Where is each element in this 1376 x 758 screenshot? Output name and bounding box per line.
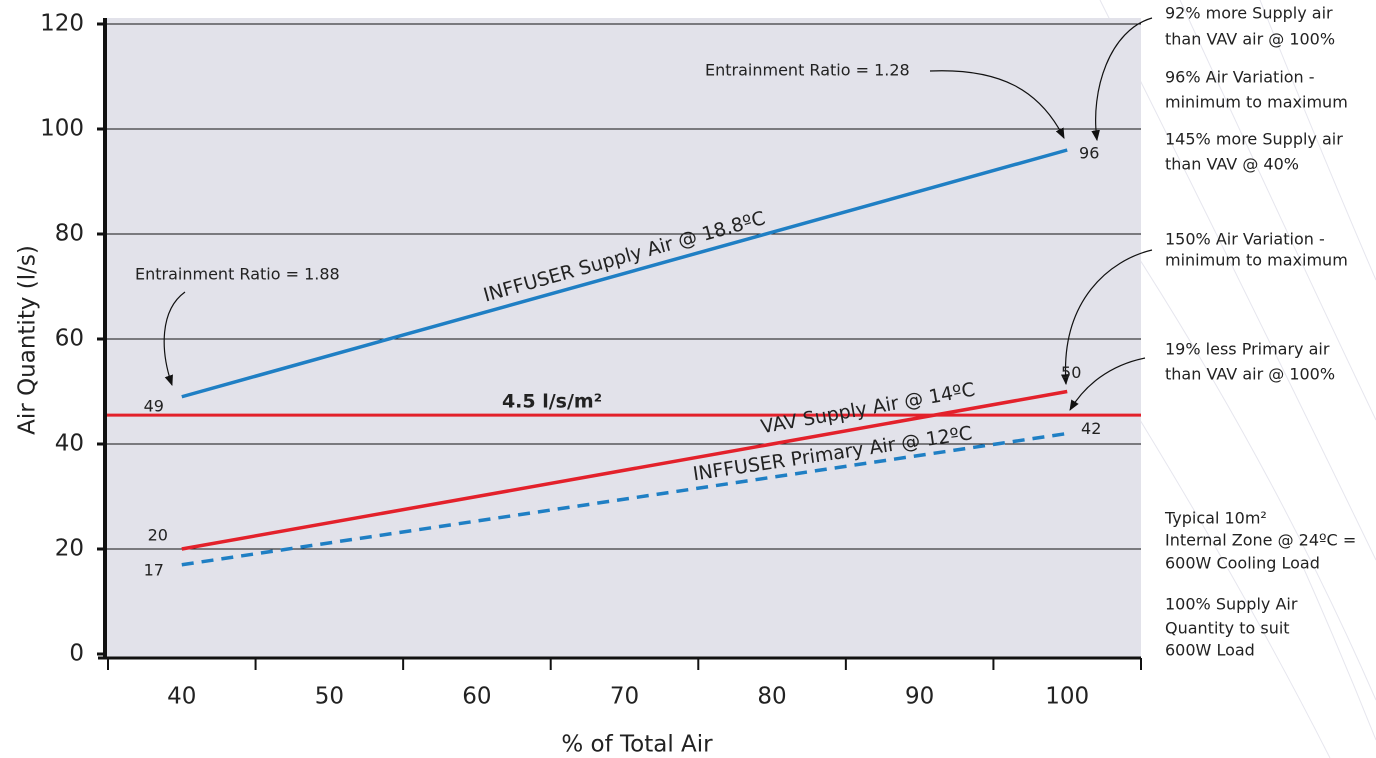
arrow bbox=[929, 70, 1065, 139]
value-label: 50 bbox=[1061, 363, 1081, 382]
side-note: 600W Load bbox=[1165, 641, 1255, 660]
plot-area bbox=[105, 18, 1141, 658]
side-note: 92% more Supply air bbox=[1165, 4, 1333, 23]
side-note: 145% more Supply air bbox=[1165, 130, 1343, 149]
x-tick-label: 90 bbox=[905, 684, 934, 710]
x-axis-title: % of Total Air bbox=[561, 732, 713, 758]
grid bbox=[97, 22, 1142, 670]
x-tick-label: 60 bbox=[462, 684, 491, 710]
series-line bbox=[181, 389, 1068, 551]
value-label: 17 bbox=[144, 560, 164, 579]
arrow bbox=[163, 291, 186, 387]
arrow bbox=[1061, 249, 1153, 386]
y-axis-title: Air Quantity (l/s) bbox=[15, 245, 41, 435]
side-note: 100% Supply Air bbox=[1165, 595, 1298, 614]
arrow bbox=[1069, 357, 1146, 411]
side-note: minimum to maximum bbox=[1165, 93, 1348, 112]
value-label: 49 bbox=[144, 396, 164, 415]
marks bbox=[105, 148, 1141, 567]
side-note: than VAV @ 40% bbox=[1165, 155, 1299, 174]
x-tick-label: 40 bbox=[167, 684, 196, 710]
y-tick-label: 60 bbox=[55, 326, 84, 352]
side-note: 600W Cooling Load bbox=[1165, 554, 1320, 573]
side-note: Quantity to suit bbox=[1165, 619, 1290, 638]
side-note: 19% less Primary air bbox=[1165, 340, 1330, 359]
side-note: Typical 10m² bbox=[1164, 509, 1267, 528]
arrow bbox=[1091, 17, 1153, 142]
side-note: than VAV air @ 100% bbox=[1165, 30, 1335, 49]
arrows bbox=[163, 17, 1153, 411]
side-note: than VAV air @ 100% bbox=[1165, 365, 1335, 384]
y-tick-label: 100 bbox=[40, 116, 84, 142]
side-note: Internal Zone @ 24ºC = bbox=[1165, 531, 1356, 550]
series-line bbox=[181, 148, 1068, 399]
background-decor bbox=[1099, 0, 1376, 758]
annotation: Entrainment Ratio = 1.28 bbox=[705, 61, 910, 80]
reference-label: 4.5 l/s/m² bbox=[502, 391, 602, 413]
y-tick-label: 0 bbox=[69, 641, 84, 667]
x-tick-label: 70 bbox=[610, 684, 639, 710]
value-label: 42 bbox=[1081, 419, 1101, 438]
y-tick-label: 20 bbox=[55, 536, 84, 562]
y-tick-label: 120 bbox=[40, 11, 84, 37]
side-note: minimum to maximum bbox=[1165, 251, 1348, 270]
series-line bbox=[181, 431, 1068, 567]
side-note: 150% Air Variation - bbox=[1165, 230, 1325, 249]
y-tick-label: 40 bbox=[55, 431, 84, 457]
x-tick-label: 100 bbox=[1045, 684, 1089, 710]
y-tick-label: 80 bbox=[55, 221, 84, 247]
side-note: 96% Air Variation - bbox=[1165, 68, 1315, 87]
side-notes: 92% more Supply air than VAV air @ 100% 96… bbox=[1164, 4, 1356, 660]
x-tick-label: 80 bbox=[757, 684, 786, 710]
value-label: 96 bbox=[1079, 144, 1099, 163]
annotation: Entrainment Ratio = 1.88 bbox=[135, 265, 340, 284]
x-tick-label: 50 bbox=[315, 684, 344, 710]
value-label: 20 bbox=[148, 526, 168, 545]
